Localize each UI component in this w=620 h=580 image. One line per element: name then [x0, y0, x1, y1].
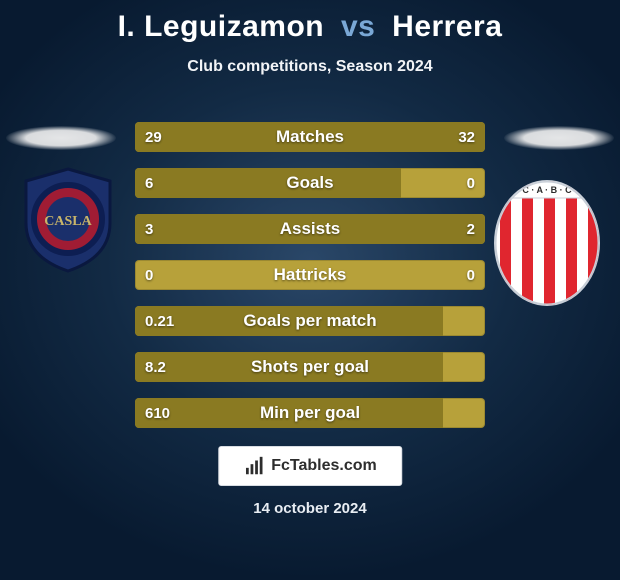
stat-row: 60Goals — [135, 168, 485, 198]
club-crest-left: CASLA — [18, 165, 118, 275]
player1-name: I. Leguizamon — [118, 10, 325, 43]
stat-label: Assists — [135, 214, 485, 244]
chart-icon — [243, 455, 265, 477]
subtitle: Club competitions, Season 2024 — [0, 58, 620, 76]
brand-badge: FcTables.com — [218, 446, 402, 486]
stat-label: Goals per match — [135, 306, 485, 336]
stat-row: 0.21Goals per match — [135, 306, 485, 336]
page-title: I. Leguizamon vs Herrera — [0, 0, 620, 44]
vs-label: vs — [341, 10, 375, 43]
svg-text:CASLA: CASLA — [44, 214, 92, 229]
svg-text:C · A · B · C: C · A · B · C — [522, 185, 572, 195]
stat-row: 2932Matches — [135, 122, 485, 152]
stat-label: Goals — [135, 168, 485, 198]
brand-text: FcTables.com — [271, 457, 377, 475]
stat-row: 00Hattricks — [135, 260, 485, 290]
stat-row: 32Assists — [135, 214, 485, 244]
crest-shadow-left — [6, 126, 116, 150]
crest-shadow-right — [504, 126, 614, 150]
player2-name: Herrera — [392, 10, 502, 43]
club-crest-right: C · A · B · C — [492, 178, 602, 308]
stat-row: 8.2Shots per goal — [135, 352, 485, 382]
stat-label: Min per goal — [135, 398, 485, 428]
stat-label: Matches — [135, 122, 485, 152]
footer-date: 14 october 2024 — [253, 500, 366, 517]
stat-row: 610Min per goal — [135, 398, 485, 428]
stat-label: Shots per goal — [135, 352, 485, 382]
stats-bars: 2932Matches 60Goals 32Assists 00Hattricks 0.… — [135, 122, 485, 444]
stat-label: Hattricks — [135, 260, 485, 290]
